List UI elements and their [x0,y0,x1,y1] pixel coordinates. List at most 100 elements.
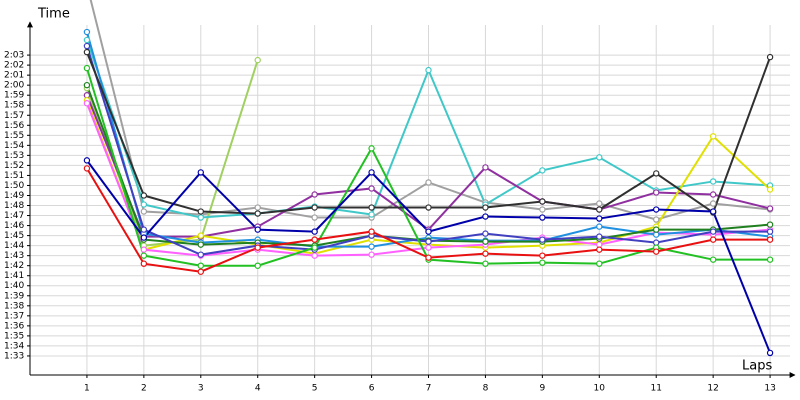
y-tick-label: 1:35 [4,331,24,341]
point [766,186,774,193]
x-tick-label: 13 [764,384,775,394]
y-tick-label: 1:46 [4,221,24,231]
point [368,251,375,258]
point [311,252,318,259]
point [766,221,774,228]
x-tick-label: 7 [426,384,432,394]
point [596,154,603,161]
point [311,228,318,235]
point [140,201,148,208]
point [311,236,318,243]
y-tick-label: 1:33 [4,351,24,361]
y-tick-label: 2:00 [4,81,24,91]
point [254,56,261,64]
point [140,260,148,267]
x-tick-label: 9 [539,384,545,394]
y-tick-label: 1:48 [4,201,24,211]
point [482,213,489,220]
y-tick-label: 1:49 [4,191,24,201]
y-tick-label: 1:57 [4,111,24,121]
point [766,205,774,212]
x-tick-label: 10 [594,384,606,394]
point [482,230,489,237]
point [596,215,603,222]
point [482,204,489,211]
point [254,244,261,251]
point [653,226,660,233]
point [653,189,660,196]
point [197,262,204,269]
point [709,178,717,185]
y-tick-label: 1:45 [4,231,24,241]
y-tick-label: 1:41 [4,271,24,281]
point [766,256,774,263]
y-tick-label: 1:40 [4,281,24,291]
point [539,259,546,266]
y-tick-label: 1:38 [4,301,24,311]
y-tick-label: 1:37 [4,311,24,321]
point [425,204,432,211]
point [596,206,603,213]
point [83,64,91,72]
point [83,81,91,89]
point [539,206,546,213]
point [539,167,546,174]
point [140,208,148,215]
point [482,164,489,171]
point [709,208,717,215]
point [482,260,489,267]
point [83,28,91,36]
point [83,36,91,44]
point [425,179,432,186]
x-tick-label: 11 [650,384,661,394]
point [482,250,489,257]
point [425,238,432,245]
point [766,228,774,235]
point [368,145,375,152]
point [140,252,148,259]
point [311,191,318,198]
point [539,252,546,259]
point [425,244,432,251]
point [539,214,546,221]
point [653,216,660,223]
point [311,244,318,251]
point [425,228,432,235]
point [140,246,148,253]
point [368,204,375,211]
point [197,208,204,215]
point [368,211,375,218]
x-tick-label: 12 [707,384,718,394]
y-tick-label: 1:52 [4,161,24,171]
x-tick-label: 4 [255,384,261,394]
point [596,246,603,253]
point [83,42,91,50]
y-tick-label: 1:34 [4,341,24,351]
point [368,169,375,176]
y-tick-label: 1:44 [4,241,24,251]
point [653,206,660,213]
y-tick-label: 1:51 [4,171,24,181]
point [425,66,432,74]
point [254,262,261,269]
point [766,236,774,243]
point [311,214,318,221]
point [83,48,91,56]
x-tick-label: 3 [198,384,204,394]
point [766,53,774,61]
point [596,223,603,230]
grid: 1:331:341:351:361:371:381:391:401:411:42… [4,25,790,394]
x-tick-label: 8 [483,384,489,394]
y-tick-label: 1:36 [4,321,24,331]
point [197,214,204,221]
point [254,226,261,233]
x-tick-label: 2 [141,384,147,394]
point [425,254,432,261]
point [539,198,546,205]
y-tick-label: 2:03 [4,51,24,61]
point [368,185,375,192]
y-tick-label: 2:01 [4,71,24,81]
point [368,228,375,235]
point [197,232,204,239]
